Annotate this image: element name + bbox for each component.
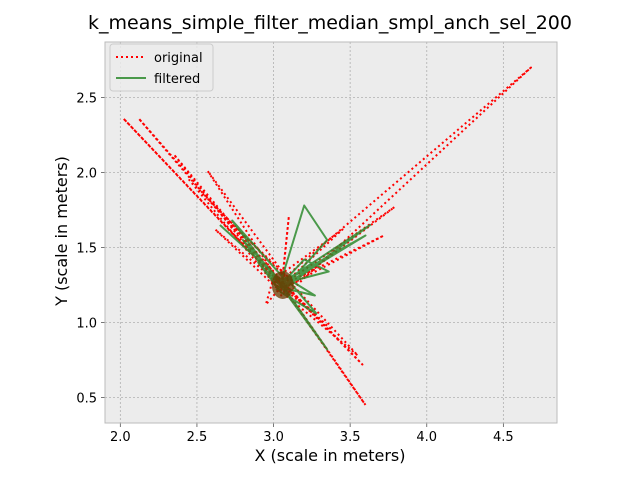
y-tick-label: 2.0 — [76, 167, 97, 182]
plot-frame — [104, 41, 558, 424]
y-tick-label: 2.5 — [76, 92, 97, 107]
plot-background — [105, 42, 557, 423]
y-tick-label: 0.5 — [76, 392, 97, 407]
y-tick-label: 1.5 — [76, 242, 97, 257]
y-tick-label: 1.0 — [76, 317, 97, 332]
x-tick-label: 4.0 — [416, 430, 437, 445]
legend: original filtered — [109, 43, 214, 92]
legend-box — [109, 43, 214, 92]
x-axis-label: X (scale in meters) — [255, 446, 406, 465]
x-tick-label: 2.5 — [187, 430, 208, 445]
x-tick-label: 3.0 — [263, 430, 284, 445]
chart-title: k_means_simple_filter_median_smpl_anch_s… — [88, 12, 572, 34]
x-tick-label: 3.5 — [340, 430, 361, 445]
x-tick-label: 4.5 — [493, 430, 514, 445]
legend-label-original: original — [154, 51, 203, 66]
cluster-center-blob — [271, 271, 294, 299]
grid-lines — [105, 42, 557, 423]
axis-ticks: 2.0 2.5 3.0 3.5 4.0 4.5 0.5 1.0 1.5 2.0 2.5 — [76, 92, 513, 446]
series-layer — [122, 66, 532, 406]
legend-label-filtered: filtered — [154, 72, 200, 87]
x-tick-label: 2.0 — [110, 430, 131, 445]
y-axis-label: Y (scale in meters) — [52, 156, 71, 307]
